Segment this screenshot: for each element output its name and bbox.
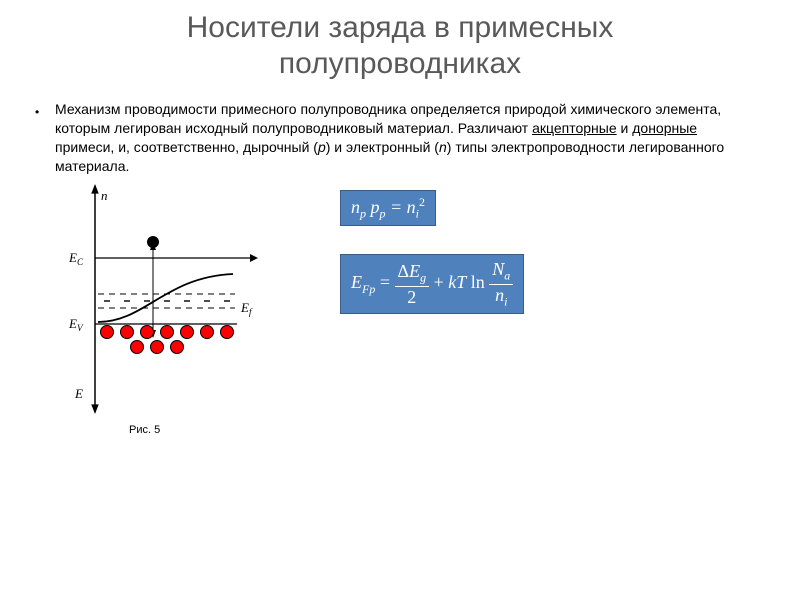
svg-text:n: n <box>101 188 108 203</box>
body-u2: донорные <box>632 120 697 136</box>
f2-Na: N <box>492 259 504 279</box>
slide-title: Носители заряда в примесных полупроводни… <box>0 0 800 82</box>
svg-text:EV: EV <box>68 316 84 333</box>
content-row: nECEVEfE Рис. 5 np pp = ni2 EFp = ΔEg2 +… <box>0 176 800 436</box>
f2-a: a <box>504 269 510 283</box>
svg-text:Ef: Ef <box>240 300 253 317</box>
title-line2: полупроводниках <box>279 47 521 80</box>
band-diagram: n EC EV Ef E <box>65 182 265 422</box>
f2-Eg: E <box>409 261 420 281</box>
body-u1: акцепторные <box>532 120 617 136</box>
f2-Fp: Fp <box>362 282 375 296</box>
f1-p: p <box>366 197 380 217</box>
body-i2: n <box>439 139 447 155</box>
f2-eq: = <box>375 272 394 292</box>
f2-ni: n <box>495 285 504 305</box>
f2-frac2: Nani <box>489 259 513 309</box>
f1-eq: = n <box>386 197 416 217</box>
f2-delta: Δ <box>398 261 410 281</box>
body-s2: и <box>617 120 633 136</box>
body-i1: p <box>318 139 326 155</box>
bullet-icon: • <box>35 104 39 120</box>
formula-column: np pp = ni2 EFp = ΔEg2 + kT ln Nani <box>280 182 524 436</box>
diagram-caption: Рис. 5 <box>65 422 280 436</box>
body-paragraph: • Механизм проводимости примесного полуп… <box>0 82 800 176</box>
title-line1: Носители заряда в примесных <box>187 11 614 44</box>
f2-kT: kT <box>448 272 466 292</box>
f1-sq: 2 <box>419 195 425 209</box>
f2-isub: i <box>504 294 507 308</box>
f2-ln: ln <box>466 272 489 292</box>
f1-n: n <box>351 197 360 217</box>
f2-frac1: ΔEg 2 <box>395 261 430 308</box>
formula-1: np pp = ni2 <box>340 190 436 227</box>
body-s3: примеси, и, соответственно, дырочный ( <box>55 139 318 155</box>
f2-g: g <box>420 271 426 285</box>
svg-text:EC: EC <box>68 250 84 267</box>
f2-plus: + <box>429 272 448 292</box>
f2-den1: 2 <box>395 287 430 308</box>
f2-E: E <box>351 272 362 292</box>
formula-2: EFp = ΔEg2 + kT ln Nani <box>340 254 524 314</box>
svg-text:E: E <box>74 386 83 401</box>
diagram-column: n EC EV Ef E Рис. 5 <box>65 182 280 436</box>
body-s4: ) и электронный ( <box>326 139 439 155</box>
